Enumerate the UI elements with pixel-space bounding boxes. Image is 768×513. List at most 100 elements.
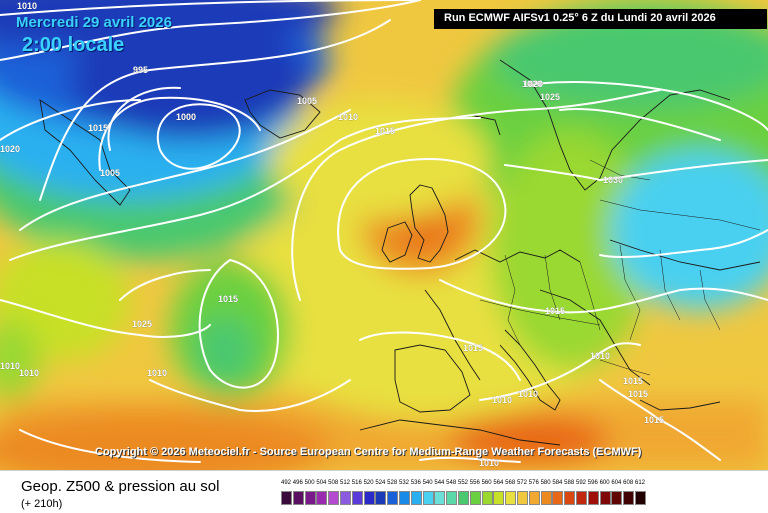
- legend-value-576: 576: [528, 480, 539, 486]
- legend-swatch-512: [340, 491, 351, 505]
- isobar-label: 1005: [297, 96, 317, 106]
- legend-value-604: 604: [611, 480, 622, 486]
- legend-swatch-560: [481, 491, 493, 505]
- coastlines: [39, 59, 761, 446]
- legend-swatch-572: [517, 491, 528, 505]
- isobar-label: 1015: [218, 294, 238, 304]
- legend-value-568: 568: [505, 480, 516, 486]
- legend-value-512: 512: [339, 480, 350, 486]
- model-run-text: Run ECMWF AIFSv1 0.25° 6 Z du Lundi 20 a…: [444, 12, 716, 24]
- legend-value-516: 516: [351, 480, 362, 486]
- isobar-label: 1015: [644, 415, 664, 425]
- forecast-date: Mercredi 29 avril 2026: [16, 14, 172, 31]
- geopotential-map: 1010 995 1015 1000 1005 1020 1010 1015 1020 1025 1…: [0, 0, 768, 470]
- legend-value-572: 572: [516, 480, 527, 486]
- legend-value-496: 496: [292, 480, 303, 486]
- isobar-label: 1010: [492, 395, 512, 405]
- legend-swatch-540: [422, 491, 434, 505]
- isobar-label: 1030: [603, 175, 623, 185]
- legend-value-520: 520: [363, 480, 374, 486]
- legend-swatch-604: [611, 491, 623, 505]
- legend-swatch-548: [446, 491, 458, 505]
- isobar-label: 1015: [628, 389, 648, 399]
- legend-value-536: 536: [410, 480, 421, 486]
- legend-value-592: 592: [575, 480, 586, 486]
- forecast-lead-time: (+ 210h): [21, 498, 63, 510]
- legend-swatch-568: [505, 491, 517, 505]
- legend-swatch-500: [304, 491, 316, 505]
- isobar-label: 1015: [545, 306, 565, 316]
- isobar-label: 1010: [338, 112, 358, 122]
- isobar-label: 1010: [0, 361, 20, 371]
- legend-value-540: 540: [422, 480, 433, 486]
- isobar-label: 1020: [522, 79, 542, 89]
- legend-value-552: 552: [457, 480, 468, 486]
- legend-value-596: 596: [587, 480, 598, 486]
- legend-value-548: 548: [446, 480, 457, 486]
- model-run-banner: Run ECMWF AIFSv1 0.25° 6 Z du Lundi 20 a…: [434, 9, 767, 29]
- isobar-label: 1010: [17, 1, 37, 11]
- legend-swatch-584: [552, 491, 564, 505]
- legend-value-532: 532: [398, 480, 409, 486]
- legend-swatch-496: [292, 491, 304, 505]
- legend-swatch-576: [528, 491, 540, 505]
- isobar-label: 1015: [375, 126, 395, 136]
- legend-swatch-528: [387, 491, 399, 505]
- legend-swatch-556: [469, 491, 481, 505]
- z500-color-field: [0, 0, 768, 470]
- isobar-label: 1010: [19, 368, 39, 378]
- isobar-label: 995: [133, 65, 148, 75]
- legend-value-504: 504: [316, 480, 327, 486]
- legend-value-560: 560: [481, 480, 492, 486]
- map-title: Geop. Z500 & pression au sol: [21, 478, 220, 495]
- legend-value-508: 508: [328, 480, 339, 486]
- legend-value-544: 544: [434, 480, 445, 486]
- isobar-label: 1020: [523, 79, 543, 89]
- legend-swatch-612: [635, 491, 646, 505]
- legend-value-608: 608: [623, 480, 634, 486]
- legend-swatch-600: [599, 491, 611, 505]
- legend-value-524: 524: [375, 480, 386, 486]
- isobar-label: 1010: [590, 351, 610, 361]
- map-footer: Geop. Z500 & pression au sol (+ 210h) 49…: [0, 470, 768, 513]
- legend-value-580: 580: [540, 480, 551, 486]
- legend-swatch-608: [623, 491, 635, 505]
- isobar-label: 1010: [147, 368, 167, 378]
- isobar-label: 1005: [100, 168, 120, 178]
- legend-swatch-552: [458, 491, 469, 505]
- legend-swatch-524: [375, 491, 387, 505]
- isobar-label: 1000: [176, 112, 196, 122]
- legend-swatch-544: [434, 491, 446, 505]
- legend-swatch-504: [316, 491, 328, 505]
- isobar-labels: 1010 995 1015 1000 1005 1020 1010 1015 1020 1025 1…: [0, 1, 664, 468]
- legend-swatch-516: [351, 491, 363, 505]
- legend-swatch-564: [493, 491, 505, 505]
- legend-swatch-580: [540, 491, 552, 505]
- legend-swatch-592: [576, 491, 587, 505]
- legend-swatch-588: [564, 491, 576, 505]
- legend-swatch-596: [587, 491, 599, 505]
- isobar-label: 1015: [88, 123, 108, 133]
- legend-value-556: 556: [469, 480, 480, 486]
- isobar-label: 1015: [623, 376, 643, 386]
- isobar-label: 1010: [518, 389, 538, 399]
- isobar-label: 1025: [132, 319, 152, 329]
- legend-swatch-492: [281, 491, 292, 505]
- legend-value-564: 564: [493, 480, 504, 486]
- legend-value-584: 584: [552, 480, 563, 486]
- isobar-label: 1020: [0, 144, 20, 154]
- legend-value-612: 612: [634, 480, 645, 486]
- isobar-label: 1010: [479, 458, 499, 468]
- isobar-label: 1025: [540, 92, 560, 102]
- legend-value-600: 600: [599, 480, 610, 486]
- legend-value-528: 528: [387, 480, 398, 486]
- copyright-notice: Copyright © 2026 Meteociel.fr - Source E…: [95, 446, 642, 458]
- legend-swatch-536: [410, 491, 422, 505]
- legend-swatch-520: [363, 491, 375, 505]
- isobar-label: 1015: [463, 343, 483, 353]
- forecast-time: 2:00 locale: [22, 34, 125, 56]
- legend-value-500: 500: [304, 480, 315, 486]
- legend-swatch-532: [399, 491, 410, 505]
- legend-value-588: 588: [564, 480, 575, 486]
